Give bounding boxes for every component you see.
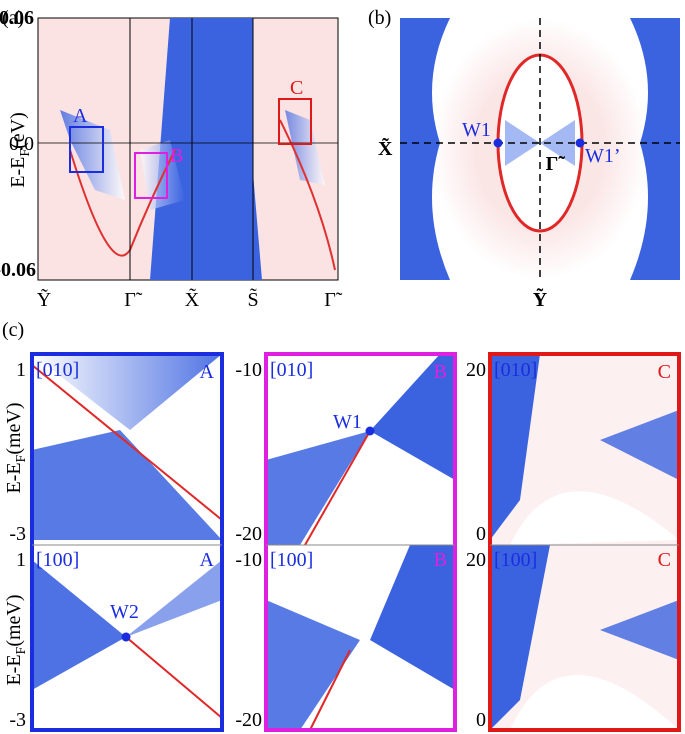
y-tick-label: -20 (235, 709, 262, 731)
label-part: E-E (3, 654, 25, 685)
weyl-point (121, 632, 131, 642)
bulk-region (370, 354, 455, 480)
bulk-region (490, 354, 540, 540)
surface-state (279, 119, 336, 271)
row-label: [100] (270, 549, 313, 571)
bulk-region (32, 430, 222, 540)
label-part: F (14, 646, 29, 654)
y-tick-label: 20 (466, 359, 486, 381)
row-label: [010] (270, 359, 313, 381)
label-part: E-E (7, 157, 29, 188)
bulk-region (370, 545, 455, 690)
point-label: W1 (462, 119, 491, 141)
y-tick-label: 0 (476, 709, 486, 731)
panel-a: A B C (a) 0.06 0.0 -0.06 E-EF(eV) Ỹ Γ̃ X… (0, 7, 343, 311)
y-tick-label: 1 (16, 359, 26, 381)
frame-a (30, 352, 224, 732)
box-label: B (170, 145, 183, 167)
label-part: F (14, 454, 29, 462)
y-tick-label: 0.0 (9, 133, 34, 155)
y-axis-label: E-EF(meV) (3, 402, 29, 493)
row-label: [010] (36, 359, 79, 381)
y-axis-label: E-EF(meV) (3, 594, 29, 685)
surface-state (309, 649, 351, 731)
bulk-region (32, 354, 222, 430)
row-label: [100] (494, 549, 537, 571)
x-tick-label: Γ̃ (324, 289, 343, 311)
panel-label: (a) (2, 7, 24, 29)
bulk-region (126, 560, 222, 637)
box-b (134, 152, 168, 199)
column-label: B (434, 549, 447, 571)
weyl-point (575, 138, 585, 148)
surface-state (125, 636, 223, 719)
bulk-region (60, 110, 125, 200)
y-axis-label: Ỹ (533, 287, 548, 311)
bulk-region (600, 410, 679, 480)
bulk-region (192, 18, 253, 250)
column-label: C (658, 549, 671, 571)
panel-b: W1 W1’ (b) X̃ Ỹ Γ̃ (368, 7, 680, 311)
y-axis-label: E-EF(eV) (7, 112, 33, 188)
bulk-region (510, 491, 679, 545)
box-label: A (73, 105, 88, 127)
y-tick-label: 0 (476, 523, 486, 545)
y-tick-label: 1 (16, 549, 26, 571)
label-part: (meV) (3, 594, 25, 646)
surface-state (304, 430, 371, 546)
column-label: B (434, 361, 447, 383)
point-label: W1 (333, 411, 362, 433)
panel-label: (b) (368, 7, 391, 29)
label-part: (eV) (7, 112, 29, 149)
column-label: C (658, 361, 671, 383)
column-label: A (200, 549, 215, 571)
label-part: (meV) (3, 402, 25, 454)
y-tick-label: 0.06 (0, 7, 34, 29)
x-axis-label: X̃ (378, 137, 393, 160)
label-part: E-E (3, 462, 25, 493)
x-tick-label: Ỹ (37, 287, 51, 311)
box-c (278, 98, 312, 145)
label-part: F (18, 149, 33, 157)
bulk-region (510, 675, 679, 730)
x-tick-label: Γ̃ (124, 289, 143, 311)
y-tick-label: -20 (235, 523, 262, 545)
point-label: W2 (110, 601, 139, 623)
row-label: [100] (36, 549, 79, 571)
y-tick-label: -3 (9, 523, 26, 545)
box-label: C (290, 77, 303, 99)
y-tick-label: -3 (9, 709, 26, 731)
y-tick-label: -10 (235, 359, 262, 381)
bulk-region (266, 600, 360, 730)
point-label: W1’ (585, 145, 621, 167)
x-tick-label: S̃ (247, 287, 258, 311)
bulk-region (266, 431, 370, 545)
panel-label: (c) (2, 319, 24, 341)
frame-c (488, 352, 681, 732)
y-tick-label: -10 (235, 549, 262, 571)
bulk-region (490, 545, 550, 730)
weyl-point (493, 138, 503, 148)
surface-state (31, 364, 223, 521)
column-label: A (200, 361, 215, 383)
x-tick-label: X̃ (185, 287, 200, 311)
bulk-region (32, 560, 126, 690)
row-label: [010] (494, 359, 537, 381)
bulk-region (600, 600, 679, 660)
frame-b (264, 352, 457, 732)
bulk-region (285, 110, 325, 185)
weyl-point (365, 426, 375, 436)
panel-c: (c) W2 [010] [100] A A 1 -3 1 -3 E-EF(me… (2, 319, 681, 732)
y-tick-label: 20 (466, 549, 486, 571)
y-tick-label: -0.06 (0, 259, 36, 281)
box-a (69, 126, 104, 173)
